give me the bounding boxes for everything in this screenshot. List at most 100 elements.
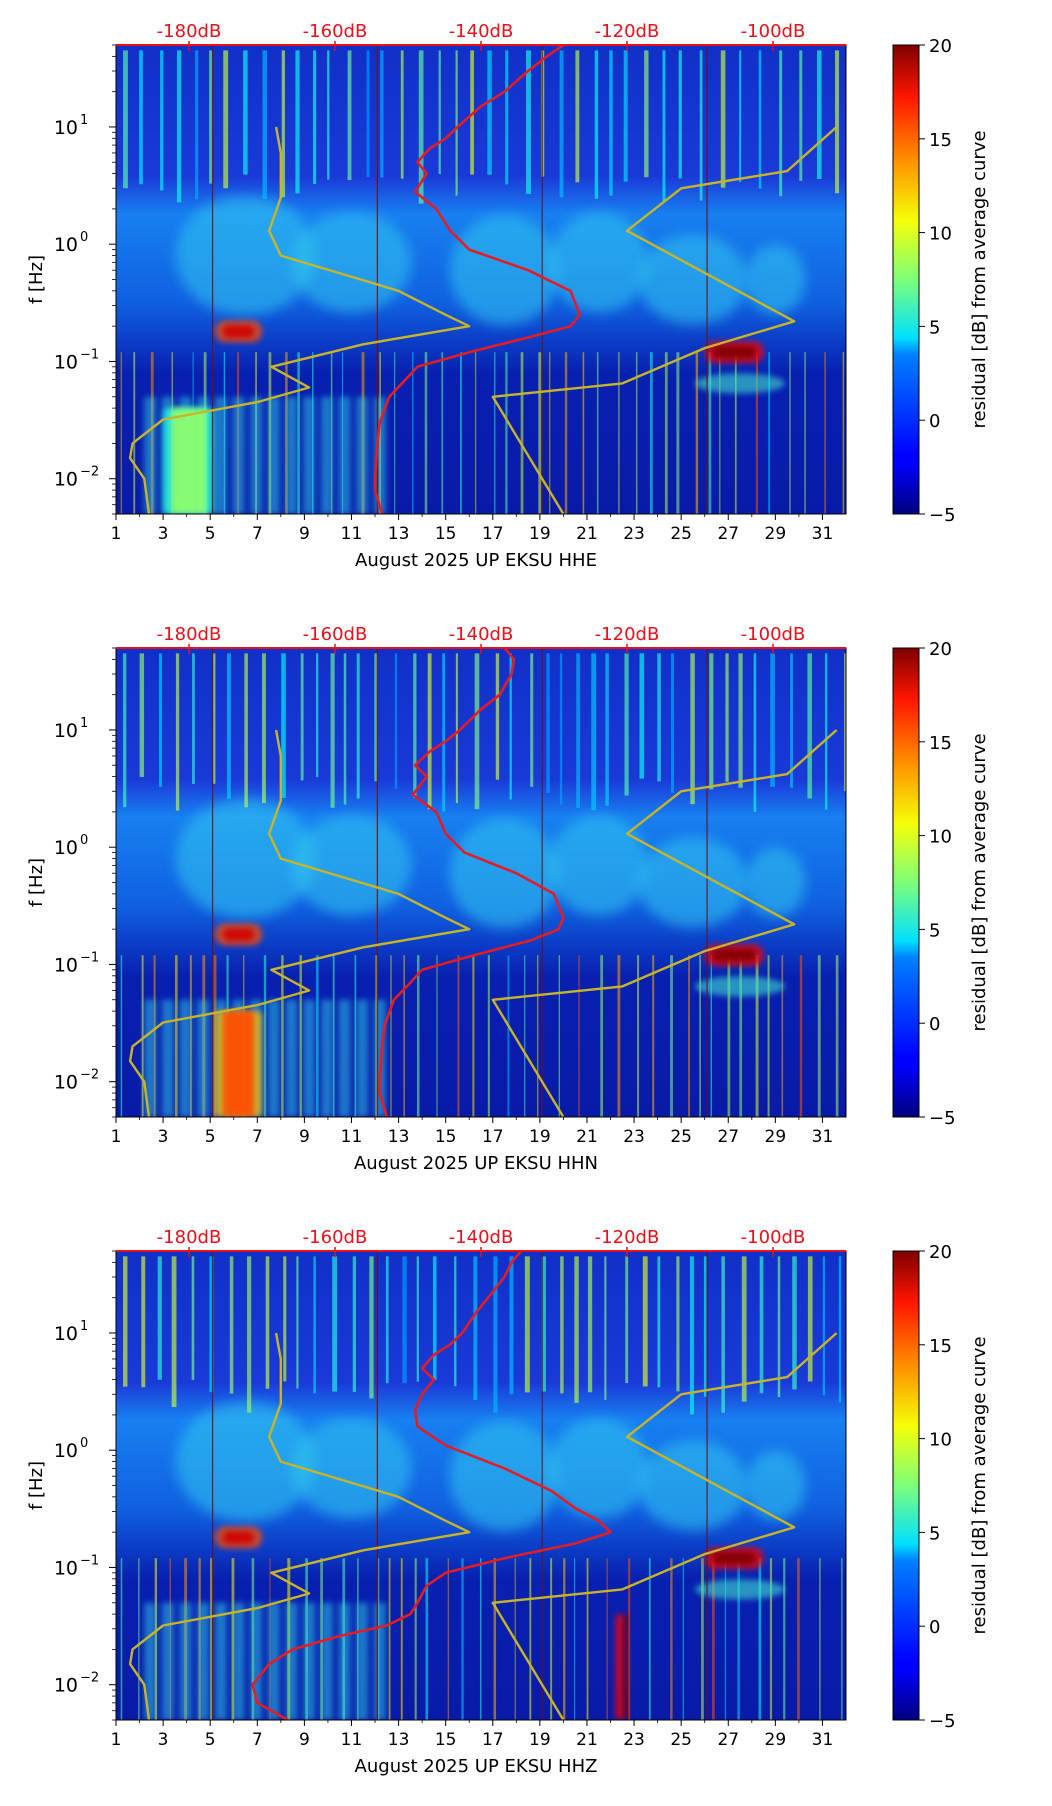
top-axis-label: -100dB: [741, 624, 806, 645]
colorbar-tick-label: 0: [929, 1014, 940, 1035]
x-tick-label: 13: [388, 524, 410, 544]
top-axis-label: -140dB: [449, 21, 514, 42]
red-db-curve: [378, 648, 565, 1117]
colorbar-gradient: [892, 647, 920, 1118]
y-tick-exponent: 1: [80, 113, 88, 128]
y-tick-label: 10: [54, 469, 78, 491]
x-tick-label: 23: [623, 1730, 645, 1750]
colorbar-tick-label: 5: [929, 920, 940, 941]
top-axis-label: -120dB: [595, 624, 660, 645]
y-tick-exponent: −1: [80, 347, 99, 362]
x-tick-label: 3: [158, 524, 169, 544]
y-tick-exponent: −1: [80, 950, 99, 965]
x-tick-label: 11: [341, 1127, 363, 1147]
x-tick-label: 27: [717, 1127, 739, 1147]
x-axis-label: August 2025 UP EKSU HHN: [354, 1153, 598, 1174]
colorbar-tick-label: 15: [929, 1336, 952, 1357]
red-db-curve: [251, 1251, 612, 1720]
spectrogram-image: [116, 648, 846, 1117]
colorbar-tick-label: 15: [929, 733, 952, 754]
x-tick-label: 17: [482, 1730, 504, 1750]
colorbar-tick-label: 20: [929, 639, 952, 660]
x-tick-label: 29: [765, 1127, 787, 1147]
x-tick-label: 1: [111, 1127, 122, 1147]
top-axis-label: -160dB: [303, 624, 368, 645]
spectrogram-image: [116, 1251, 846, 1720]
x-tick-label: 27: [717, 524, 739, 544]
y-tick-exponent: 0: [80, 833, 88, 848]
y-axis-label: f [Hz]: [26, 858, 47, 907]
y-tick-label: 10: [54, 1072, 78, 1094]
y-tick-exponent: −2: [80, 1671, 99, 1686]
x-tick-label: 25: [670, 1127, 692, 1147]
colorbar-tick-label: −5: [929, 1108, 956, 1129]
y-tick-label: 10: [54, 1675, 78, 1697]
x-tick-label: 9: [299, 1730, 310, 1750]
y-tick-exponent: −1: [80, 1553, 99, 1568]
x-tick-label: 5: [205, 524, 216, 544]
x-tick-label: 19: [529, 1730, 551, 1750]
x-tick-label: 7: [252, 1730, 263, 1750]
top-axis-label: -100dB: [741, 1227, 806, 1248]
x-tick-label: 25: [670, 1730, 692, 1750]
y-tick-label: 10: [54, 954, 78, 976]
y-axis-label: f [Hz]: [26, 255, 47, 304]
x-tick-label: 17: [482, 524, 504, 544]
x-tick-label: 1: [111, 1730, 122, 1750]
x-tick-label: 13: [388, 1127, 410, 1147]
y-tick-label: 10: [54, 1557, 78, 1579]
top-axis-label: -180dB: [157, 21, 222, 42]
x-tick-label: 15: [435, 1730, 457, 1750]
x-tick-label: 25: [670, 524, 692, 544]
x-axis-label: August 2025 UP EKSU HHE: [355, 550, 597, 571]
yellow-reference-curve-2: [491, 729, 838, 1117]
x-tick-label: 11: [341, 524, 363, 544]
colorbar-gradient: [892, 44, 920, 515]
x-axis-label: August 2025 UP EKSU HHZ: [355, 1756, 598, 1777]
x-tick-label: 15: [435, 1127, 457, 1147]
yellow-reference-curve-1: [128, 729, 471, 1117]
top-axis-label: -120dB: [595, 21, 660, 42]
x-tick-label: 31: [812, 1730, 834, 1750]
top-axis-label: -180dB: [157, 624, 222, 645]
x-tick-label: 3: [158, 1730, 169, 1750]
x-tick-label: 27: [717, 1730, 739, 1750]
colorbar-tick-label: 5: [929, 1523, 940, 1544]
x-tick-label: 1: [111, 524, 122, 544]
colorbar-label: residual [dB] from average curve: [969, 733, 990, 1031]
yellow-reference-curve-2: [491, 126, 838, 514]
colorbar-tick-label: −5: [929, 505, 956, 526]
x-tick-label: 31: [812, 524, 834, 544]
x-tick-label: 7: [252, 524, 263, 544]
x-tick-label: 9: [299, 524, 310, 544]
x-tick-label: 3: [158, 1127, 169, 1147]
y-tick-exponent: 0: [80, 230, 88, 245]
top-axis-label: -120dB: [595, 1227, 660, 1248]
colorbar-tick-label: 10: [929, 224, 952, 245]
colorbar-tick-label: 20: [929, 36, 952, 57]
y-tick-label: 10: [54, 720, 78, 742]
y-tick-exponent: −2: [80, 465, 99, 480]
x-tick-label: 15: [435, 524, 457, 544]
x-tick-label: 19: [529, 1127, 551, 1147]
colorbar-tick-label: 10: [929, 1430, 952, 1451]
top-axis-label: -100dB: [741, 21, 806, 42]
x-tick-label: 5: [205, 1730, 216, 1750]
x-tick-label: 9: [299, 1127, 310, 1147]
y-tick-label: 10: [54, 1323, 78, 1345]
y-tick-label: 10: [54, 234, 78, 256]
x-tick-label: 23: [623, 524, 645, 544]
x-tick-label: 11: [341, 1730, 363, 1750]
colorbar-label: residual [dB] from average curve: [969, 1336, 990, 1634]
y-tick-label: 10: [54, 837, 78, 859]
colorbar-label: residual [dB] from average curve: [969, 130, 990, 428]
colorbar-tick-label: 20: [929, 1242, 952, 1263]
top-axis-label: -160dB: [303, 1227, 368, 1248]
x-tick-label: 29: [765, 524, 787, 544]
y-tick-exponent: −2: [80, 1068, 99, 1083]
spectrogram-image: [116, 45, 846, 514]
top-axis-label: -140dB: [449, 1227, 514, 1248]
